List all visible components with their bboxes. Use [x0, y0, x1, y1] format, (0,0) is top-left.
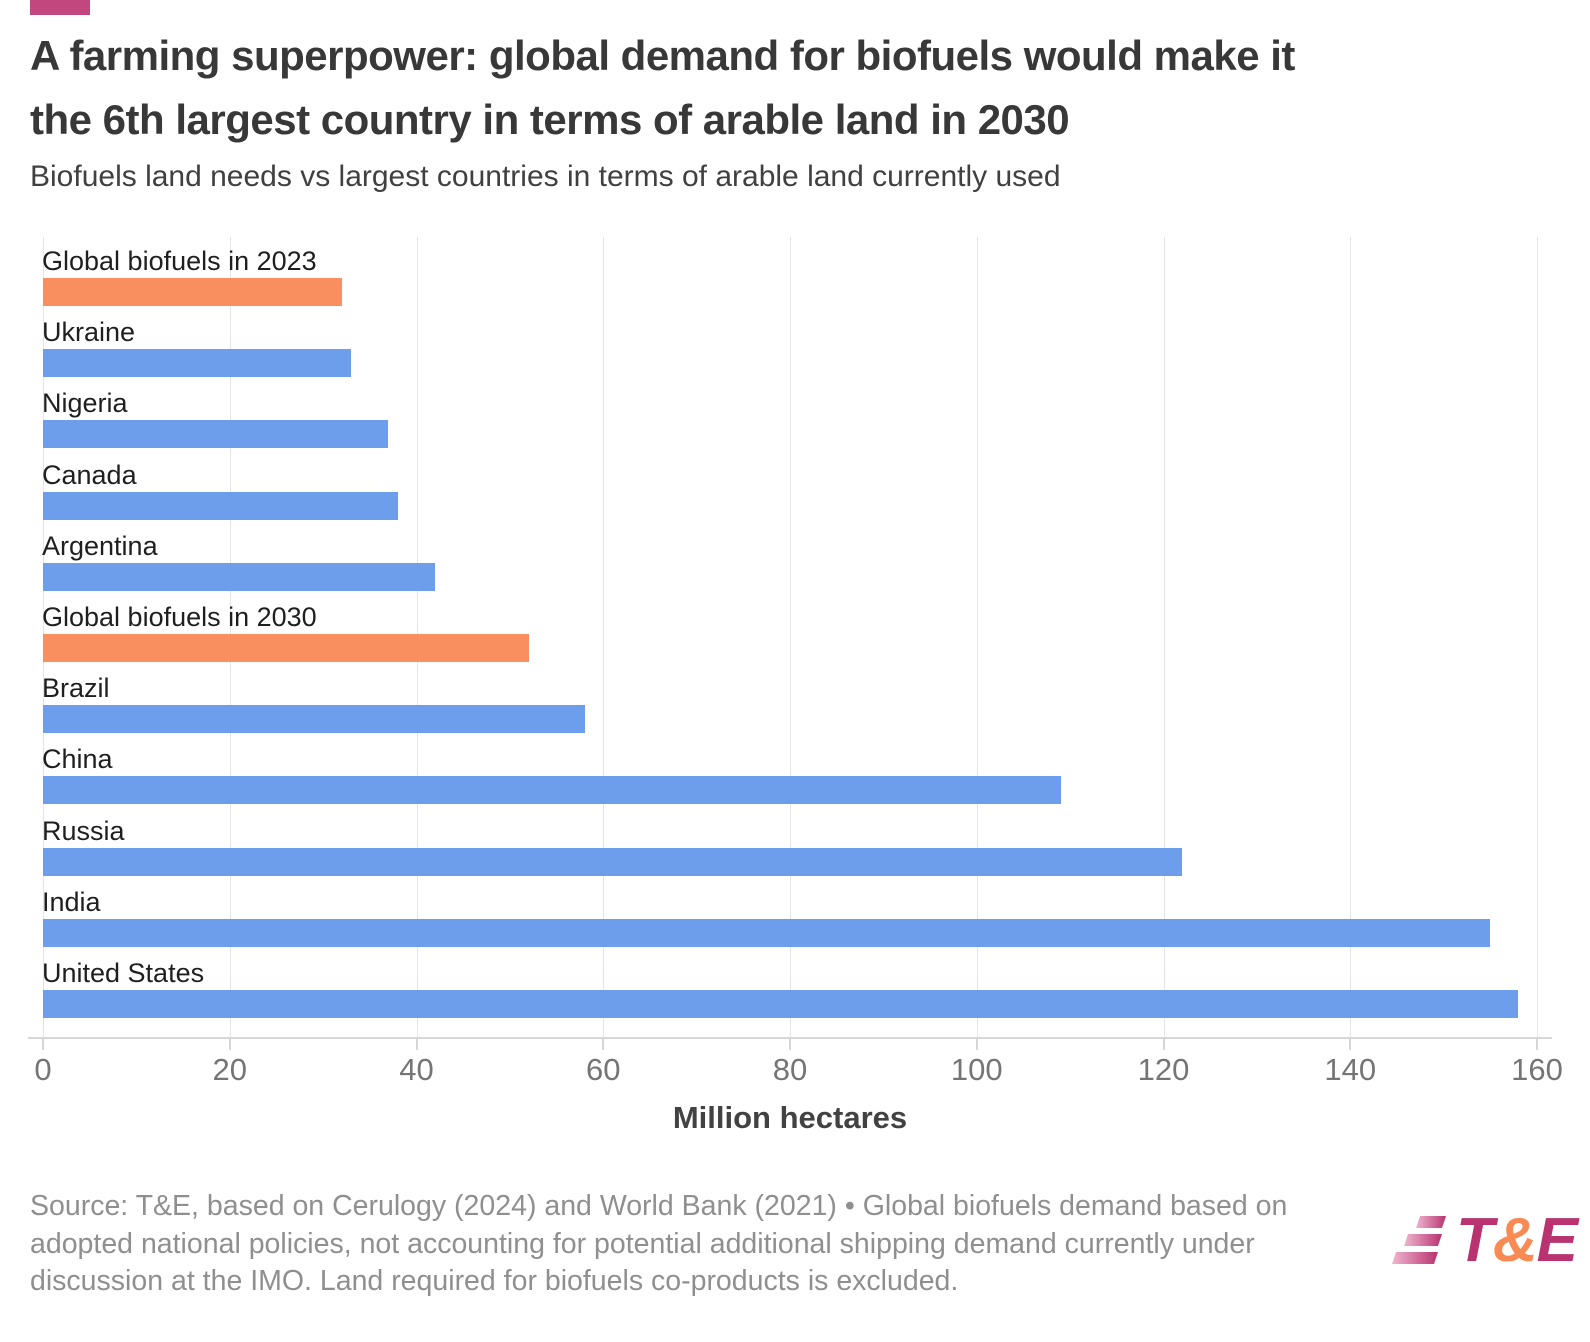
- gridline: [603, 237, 605, 1037]
- bar: [43, 491, 398, 520]
- bar: [43, 562, 436, 591]
- x-tick-label: 20: [212, 1052, 247, 1087]
- x-tick-label: 40: [399, 1052, 434, 1087]
- category-label: India: [42, 886, 101, 917]
- plot-area: 0 20 40 60 80 100 120 140 160 Global biofuels in …: [28, 237, 1563, 1087]
- bar: [43, 776, 1061, 805]
- axis-tick: [975, 1037, 978, 1050]
- chart-title-line-1: A farming superpower: global demand for …: [30, 32, 1295, 79]
- x-tick-label: 100: [950, 1052, 1003, 1087]
- category-label: Global biofuels in 2030: [42, 602, 317, 632]
- axis-tick: [228, 1037, 231, 1050]
- bar: [43, 634, 529, 662]
- te-logo-ampersand: &: [1492, 1206, 1538, 1275]
- chart-subtitle: Biofuels land needs vs largest countries…: [30, 160, 1061, 193]
- category-label: United States: [42, 958, 205, 988]
- x-tick-label: 80: [772, 1052, 808, 1087]
- x-tick-label: 120: [1137, 1052, 1190, 1087]
- gridline: [1537, 237, 1538, 1037]
- te-logo-stripes-icon: [1392, 1216, 1446, 1264]
- bar: [43, 278, 342, 306]
- chart-title-line-2: the 6th largest country in terms of arab…: [30, 96, 1070, 143]
- category-label: Global biofuels in 2023: [42, 246, 317, 276]
- category-label: Canada: [42, 459, 137, 490]
- axis-tick: [1536, 1037, 1538, 1050]
- category-label: Brazil: [42, 673, 110, 704]
- bar: [43, 349, 352, 378]
- bar: [43, 705, 585, 734]
- te-logo: T&E: [1386, 1210, 1578, 1272]
- gridline: [1350, 237, 1352, 1037]
- te-logo-text: T&E: [1456, 1210, 1578, 1272]
- category-label: Russia: [42, 815, 125, 846]
- x-tick-label: 160: [1511, 1052, 1563, 1087]
- category-label: China: [42, 744, 113, 775]
- category-label: Nigeria: [42, 388, 128, 419]
- x-tick-label: 140: [1324, 1052, 1377, 1087]
- chart-title: A farming superpower: global demand for …: [30, 24, 1560, 152]
- te-logo-letter-e: E: [1536, 1206, 1578, 1275]
- x-tick-label: 0: [34, 1052, 52, 1087]
- gridline: [1163, 237, 1165, 1037]
- bar: [43, 918, 1491, 947]
- gridline: [790, 237, 791, 1037]
- axis-tick: [415, 1037, 418, 1050]
- axis-tick: [602, 1037, 605, 1050]
- bar: [43, 420, 389, 449]
- x-axis-title: Million hectares: [672, 1100, 908, 1135]
- category-label: Argentina: [42, 530, 158, 561]
- axis-tick: [1162, 1037, 1165, 1050]
- gridline: [976, 237, 978, 1037]
- bar: [43, 847, 1183, 876]
- axis-tick: [1349, 1037, 1352, 1050]
- te-logo-letter-t: T: [1456, 1206, 1494, 1275]
- category-label: Ukraine: [42, 317, 136, 348]
- x-tick-label: 60: [586, 1052, 621, 1087]
- brand-tag-bar: [30, 0, 90, 15]
- axis-tick: [42, 1037, 44, 1050]
- source-note: Source: T&E, based on Cerulogy (2024) an…: [30, 1190, 1288, 1297]
- axis-tick: [789, 1037, 791, 1050]
- bar: [43, 990, 1519, 1018]
